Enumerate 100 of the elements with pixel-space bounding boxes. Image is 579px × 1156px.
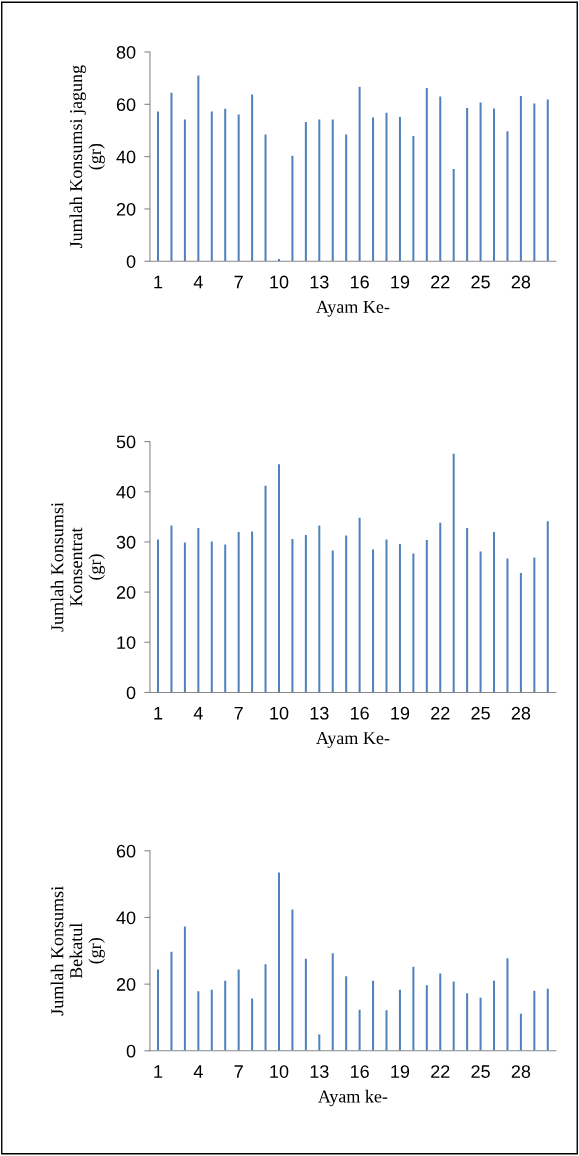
bar — [291, 538, 294, 693]
bar — [372, 980, 375, 1051]
x-tick-label: 13 — [310, 1065, 329, 1078]
bar — [479, 551, 482, 693]
x-tick-label: 25 — [471, 706, 490, 720]
y-tick-label: 20 — [116, 586, 136, 599]
bar — [412, 135, 415, 262]
x-tick-label: 28 — [511, 275, 531, 289]
bar — [210, 989, 213, 1051]
bar — [493, 531, 496, 693]
bar — [318, 1034, 321, 1051]
bar — [479, 997, 482, 1051]
bar — [506, 958, 509, 1051]
bar — [493, 980, 496, 1051]
x-tick-label: 4 — [193, 1065, 203, 1078]
bar — [170, 525, 173, 693]
bar — [466, 993, 469, 1051]
bar — [519, 95, 522, 262]
x-tick-label: 1 — [154, 275, 163, 289]
y-tick-label: 40 — [116, 911, 136, 925]
x-tick-label: 4 — [193, 707, 203, 720]
y-tick-label: 50 — [116, 435, 136, 449]
bar — [546, 99, 549, 262]
bar — [304, 534, 307, 693]
y-axis-title: Jumlah Konsumsi Konsentrat (gr) — [50, 502, 105, 632]
bar — [224, 980, 227, 1051]
y-tick-label: 0 — [126, 1044, 136, 1058]
bar — [372, 117, 375, 262]
bar — [251, 998, 254, 1051]
y-tick-label: 20 — [116, 978, 136, 991]
bar — [358, 1009, 361, 1051]
bar — [345, 134, 348, 262]
bar — [546, 988, 549, 1051]
bar — [533, 103, 536, 262]
bar — [493, 108, 496, 262]
bar — [197, 75, 200, 262]
bar — [237, 969, 240, 1051]
bar — [277, 464, 280, 693]
bar — [210, 111, 213, 262]
bar — [412, 553, 415, 693]
y-tick-label: 40 — [116, 485, 136, 499]
x-axis-title: Ayam Ke- — [316, 732, 390, 748]
bar — [170, 951, 173, 1051]
x-tick-label: 22 — [431, 1065, 450, 1078]
x-tick-label: 16 — [350, 1065, 369, 1078]
bar — [466, 107, 469, 262]
x-tick-label: 22 — [431, 706, 450, 720]
x-axis-title: Ayam ke- — [318, 1089, 388, 1107]
bar — [304, 122, 307, 262]
bar — [251, 94, 254, 262]
bar — [425, 539, 428, 693]
y-tick-label: 10 — [117, 636, 136, 649]
bar — [331, 953, 334, 1051]
x-tick-label: 10 — [270, 706, 289, 720]
bar — [425, 88, 428, 262]
x-tick-label: 13 — [310, 706, 329, 720]
bar — [345, 535, 348, 693]
bar — [183, 542, 186, 693]
bar — [533, 557, 536, 693]
y-tick-label: 60 — [116, 844, 136, 858]
x-tick-label: 16 — [350, 275, 369, 289]
y-tick-label: 80 — [116, 45, 136, 59]
bar — [506, 558, 509, 693]
x-tick-label: 19 — [391, 1065, 410, 1078]
bar — [183, 926, 186, 1051]
y-tick-label: 0 — [126, 686, 136, 700]
bar — [452, 453, 455, 693]
x-tick-label: 10 — [270, 1065, 289, 1078]
x-tick-label: 19 — [391, 706, 410, 720]
x-tick-label: 7 — [234, 275, 243, 289]
bar — [183, 119, 186, 262]
bar — [331, 119, 334, 262]
bar — [197, 527, 200, 693]
x-axis-title: Ayam Ke- — [316, 300, 390, 317]
bar — [291, 909, 294, 1051]
x-tick-label: 28 — [511, 706, 531, 720]
y-tick-label: 30 — [116, 535, 136, 549]
x-tick-label: 19 — [391, 275, 410, 289]
bar — [318, 119, 321, 262]
bar — [533, 990, 536, 1051]
bar — [304, 958, 307, 1051]
bar — [210, 541, 213, 693]
x-tick-label: 4 — [193, 275, 203, 289]
x-tick-label: 25 — [471, 1065, 490, 1078]
bar — [398, 116, 401, 262]
bar — [157, 969, 160, 1051]
bar — [372, 549, 375, 693]
x-tick-label: 10 — [270, 275, 289, 289]
bar — [479, 102, 482, 262]
bar — [385, 112, 388, 262]
y-tick-label: 0 — [126, 255, 136, 268]
x-tick-label: 16 — [350, 706, 369, 720]
bar — [385, 1010, 388, 1051]
x-tick-label: 28 — [511, 1065, 531, 1078]
y-tick-label: 40 — [116, 150, 136, 164]
x-tick-label: 13 — [310, 275, 329, 289]
x-tick-label: 25 — [471, 275, 490, 289]
bar — [358, 86, 361, 262]
y-axis-title: Jumlah Konsumsi jagung (gr) — [69, 65, 105, 249]
bar — [439, 973, 442, 1051]
